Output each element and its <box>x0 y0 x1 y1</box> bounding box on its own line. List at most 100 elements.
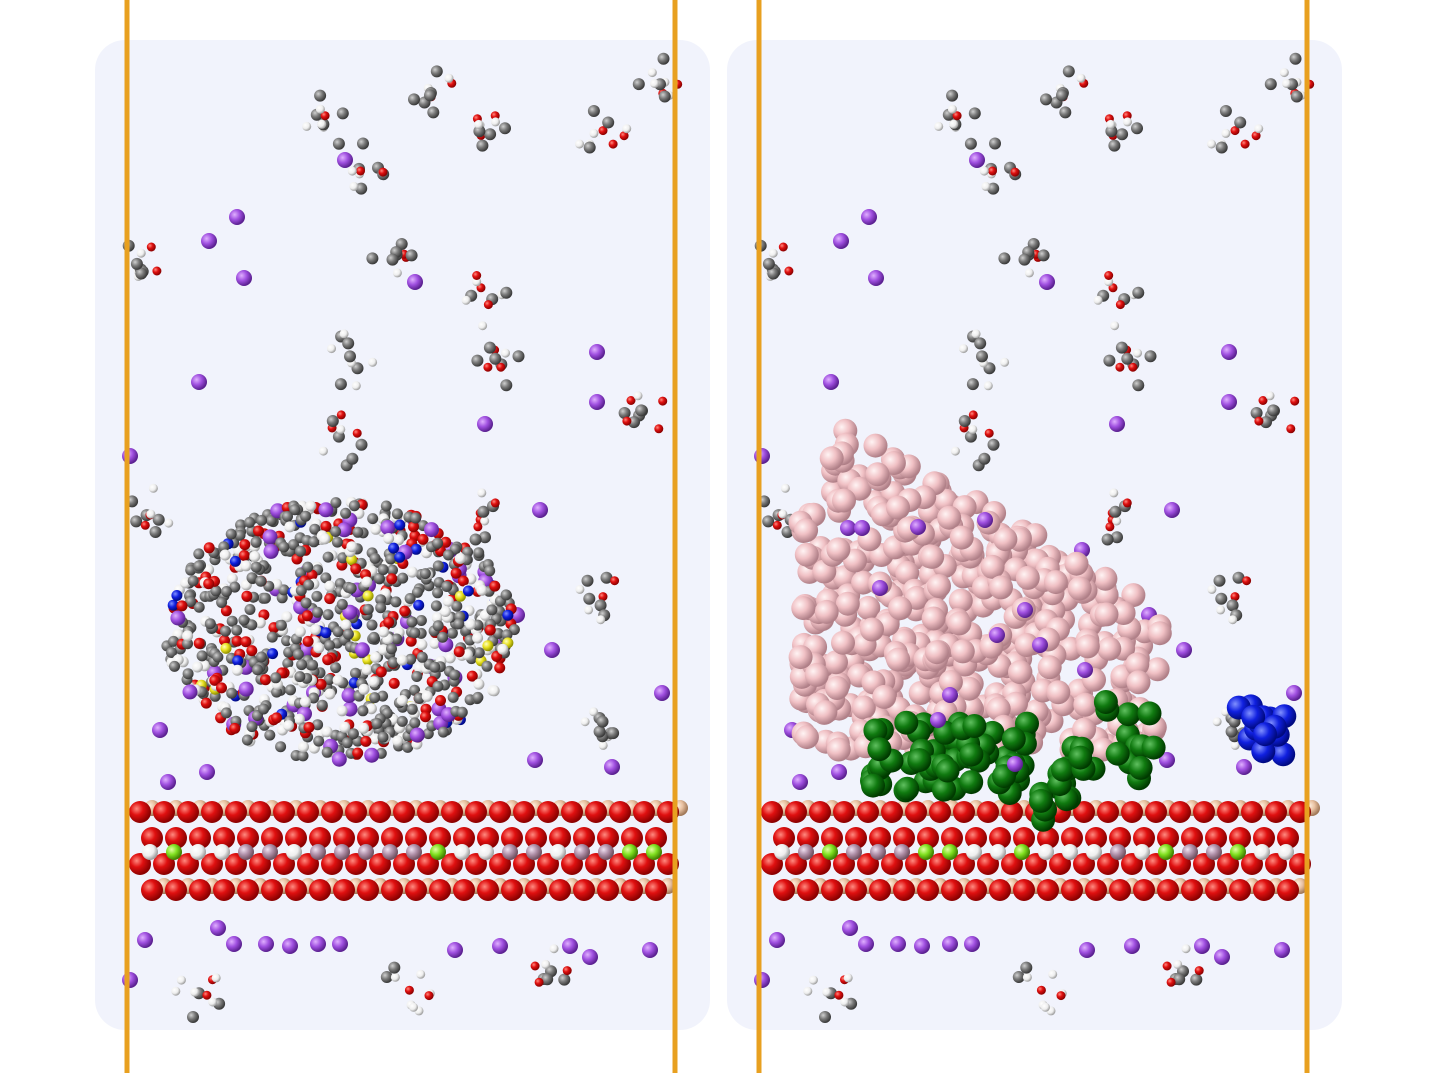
ion <box>1159 752 1175 768</box>
slab-atom <box>489 801 511 823</box>
aggregate-atom <box>249 551 261 562</box>
molecule-atom <box>135 267 148 280</box>
slab-atom <box>1145 801 1167 823</box>
aggregate-atom <box>246 619 258 631</box>
aggregate-atom <box>456 706 468 718</box>
aggregate-atom <box>281 611 293 623</box>
slab-atom <box>166 844 182 860</box>
molecule-atom <box>1022 972 1032 982</box>
molecule-atom <box>469 533 482 546</box>
slab-atom <box>477 879 499 901</box>
slab-atom <box>1265 801 1287 823</box>
molecule-atom <box>622 416 632 426</box>
slab-atom <box>821 827 843 849</box>
aggregate-atom <box>309 523 321 535</box>
aggregate-atom <box>442 549 454 561</box>
slab-atom <box>1037 827 1059 849</box>
polymer-bead <box>813 700 838 725</box>
ion <box>872 580 888 596</box>
molecule-atom <box>479 531 491 544</box>
slab-atom <box>525 827 547 849</box>
molecule-atom <box>1109 488 1119 498</box>
aggregate-atom <box>440 536 452 548</box>
molecule-atom <box>1264 78 1277 91</box>
aggregate-atom <box>303 721 315 733</box>
ion <box>310 936 326 952</box>
molecule-atom <box>1109 505 1122 518</box>
aggregate-atom <box>449 669 461 681</box>
polymer-bead <box>1241 704 1266 729</box>
molecule-atom <box>562 966 572 976</box>
slab-atom <box>633 801 655 823</box>
slab-atom <box>905 801 927 823</box>
aggregate-atom <box>300 597 312 609</box>
aggregate-atom <box>446 627 458 639</box>
slab-atom <box>1085 879 1107 901</box>
slab-atom <box>177 801 199 823</box>
aggregate-atom <box>413 599 425 611</box>
polymer-bead <box>1075 634 1100 659</box>
molecule-atom <box>974 337 987 350</box>
polymer-bead <box>894 710 919 735</box>
aggregate-atom <box>432 537 444 549</box>
molecule-atom <box>1260 416 1272 429</box>
slab-atom <box>1013 879 1035 901</box>
molecule-atom <box>334 378 347 391</box>
molecule-atom <box>530 961 540 971</box>
polymer-bead <box>819 446 844 471</box>
molecule-atom <box>346 452 359 465</box>
aggregate-atom <box>341 737 353 749</box>
ion <box>914 938 930 954</box>
molecule-atom <box>658 396 668 406</box>
polymer-bead <box>1064 551 1089 576</box>
slab-atom <box>225 801 247 823</box>
molecule-atom <box>386 253 399 266</box>
aggregate-atom <box>323 674 335 685</box>
polymer-bead <box>1037 655 1062 680</box>
molecule-atom <box>315 104 325 114</box>
aggregate-atom <box>354 642 370 658</box>
molecule-atom <box>1219 105 1232 117</box>
molecule-atom <box>339 329 349 339</box>
aggregate-atom <box>182 638 193 650</box>
slab-atom <box>1109 879 1131 901</box>
aggregate-atom <box>166 647 177 658</box>
molecule-atom <box>461 295 471 305</box>
aggregate-atom <box>320 520 332 532</box>
molecule-atom <box>575 139 584 149</box>
molecule-atom <box>404 985 414 995</box>
molecule-atom <box>819 1011 831 1023</box>
molecule-atom <box>477 488 487 498</box>
ion <box>544 642 560 658</box>
molecule-atom <box>202 990 212 1000</box>
molecule-atom <box>1207 139 1216 149</box>
molecule-atom <box>496 362 506 372</box>
aggregate-atom <box>193 560 205 572</box>
aggregate-atom <box>253 525 264 537</box>
polymer-bead <box>959 770 984 795</box>
molecule-atom <box>1036 985 1046 995</box>
slab-atom <box>621 827 643 849</box>
molecule-atom <box>1228 615 1238 625</box>
molecule-atom <box>474 119 484 129</box>
molecule-atom <box>1115 341 1128 354</box>
ion <box>642 942 658 958</box>
molecule-atom <box>357 137 369 150</box>
aggregate-atom <box>298 741 309 753</box>
slab-atom <box>1277 879 1299 901</box>
aggregate-atom <box>169 660 180 672</box>
slab-atom <box>1157 879 1179 901</box>
polymer-bead <box>1094 602 1119 627</box>
aggregate-atom <box>196 650 208 662</box>
slab-atom <box>286 844 302 860</box>
aggregate-atom <box>282 657 294 669</box>
aggregate-atom <box>345 582 357 594</box>
polymer-bead <box>937 505 962 530</box>
slab-atom <box>1193 801 1215 823</box>
aggregate-atom <box>294 671 306 683</box>
slab-atom <box>238 844 254 860</box>
aggregate-atom <box>409 684 421 696</box>
slab-atom <box>1086 844 1102 860</box>
slab-atom <box>393 801 415 823</box>
molecule-atom <box>1282 79 1291 88</box>
